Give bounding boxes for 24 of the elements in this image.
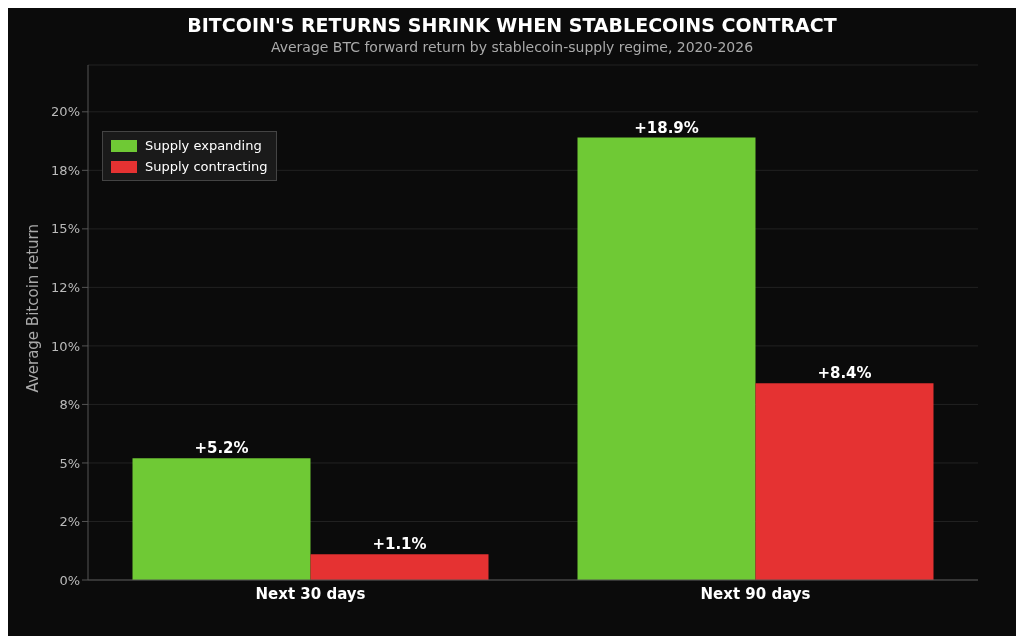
data-label: +18.9% (634, 118, 699, 137)
y-axis-title: Average Bitcoin return (24, 224, 43, 393)
data-label: +5.2% (194, 439, 249, 458)
data-label: +1.1% (372, 535, 427, 554)
y-tick-label: 15% (51, 221, 80, 237)
bar (132, 458, 311, 580)
legend-label: Supply expanding (144, 137, 263, 155)
legend-label: Supply contracting (144, 158, 268, 176)
data-label: +8.4% (817, 364, 872, 383)
y-tick-label: 2% (59, 514, 80, 530)
y-tick-label: 10% (51, 338, 80, 354)
x-tick-label: Next 90 days (700, 584, 811, 603)
y-tick-label: 20% (51, 104, 80, 120)
chart-title: BITCOIN'S RETURNS SHRINK WHEN STABLECOINS CONTRACT (186, 13, 838, 36)
y-tick-label: 8% (59, 397, 80, 413)
y-tick-label: 12% (51, 280, 80, 295)
y-tick-label: 5% (59, 455, 80, 471)
bar (577, 137, 756, 580)
bar (755, 383, 934, 580)
chart-subtitle: Average BTC forward return by stablecoin-supply regime, 2020-2026 (269, 39, 755, 55)
y-tick-label: 18% (51, 162, 80, 178)
y-tick-label: 0% (59, 572, 80, 588)
x-tick-label: Next 30 days (255, 584, 366, 603)
bar (310, 554, 489, 580)
